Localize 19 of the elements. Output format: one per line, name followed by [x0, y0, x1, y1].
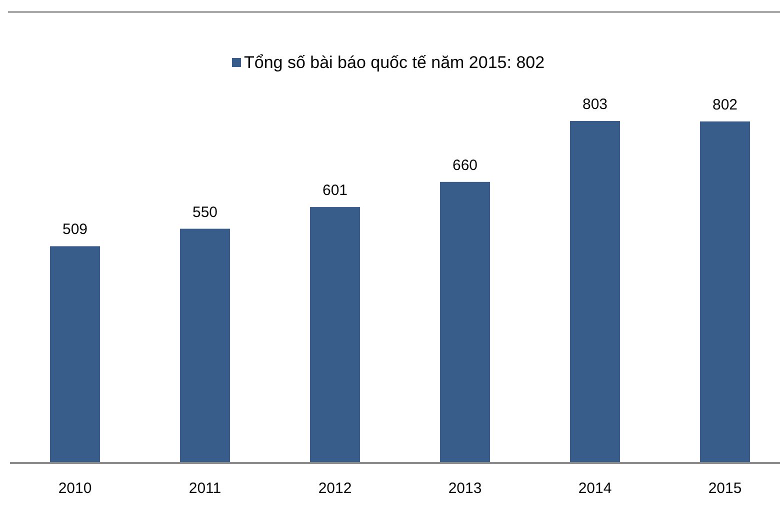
- bar: [700, 121, 750, 463]
- bar: [180, 228, 230, 463]
- data-label: 509: [62, 221, 88, 238]
- data-label: 660: [452, 156, 478, 174]
- bar: [440, 182, 490, 463]
- data-label: 803: [582, 96, 608, 113]
- legend-label: Tổng số bài báo quốc tế năm 2015: 802: [244, 53, 545, 72]
- x-tick-label: 2014: [578, 480, 612, 497]
- x-tick-label: 2015: [708, 480, 742, 497]
- x-tick-label: 2013: [448, 480, 482, 497]
- data-label: 802: [712, 96, 738, 114]
- bar: [50, 246, 100, 463]
- x-tick-label: 2010: [58, 480, 92, 497]
- x-tick-label: 2011: [188, 480, 222, 497]
- bar: [310, 207, 360, 463]
- x-tick-label: 2012: [318, 480, 352, 497]
- data-label: 601: [322, 182, 348, 200]
- data-label: 550: [192, 204, 218, 221]
- bar: [570, 121, 620, 463]
